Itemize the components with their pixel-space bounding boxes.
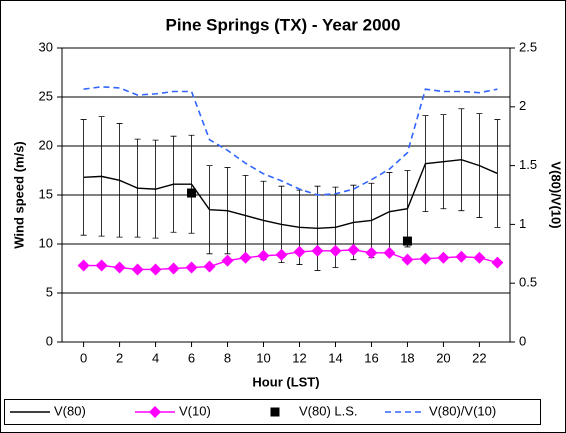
series-line <box>83 159 498 230</box>
diamond-marker <box>347 243 360 256</box>
x-tick-label: 16 <box>364 350 378 365</box>
error-bar <box>494 119 501 228</box>
legend-label: V(10) <box>179 403 211 418</box>
diamond-marker <box>131 263 144 276</box>
legend-label: V(80) <box>54 403 86 418</box>
diamond-marker <box>329 244 342 257</box>
y2-tick-label: 2.5 <box>519 39 537 54</box>
y2-tick-label: 0 <box>519 333 526 348</box>
x-tick-label: 2 <box>116 350 123 365</box>
x-tick-label: 20 <box>436 350 450 365</box>
diamond-marker <box>491 256 504 269</box>
legend-label: V(80)/V(10) <box>429 403 496 418</box>
x-tick-label: 22 <box>472 350 486 365</box>
y2-tick-label: 2 <box>519 98 526 113</box>
diamond-marker <box>203 260 216 273</box>
y2-tick-label: 0.5 <box>519 275 537 290</box>
diamond-marker <box>455 250 468 263</box>
diamond-marker <box>473 251 486 264</box>
diamond-marker <box>401 253 414 266</box>
diamond-marker <box>275 248 288 261</box>
y-tick-label: 10 <box>39 235 53 250</box>
diamond-marker <box>113 261 126 274</box>
x-tick-label: 0 <box>80 350 87 365</box>
y-axis-label: Wind speed (m/s) <box>11 141 26 249</box>
diamond-marker <box>95 259 108 272</box>
diamond-marker <box>221 254 234 267</box>
y2-tick-label: 1.5 <box>519 157 537 172</box>
y-tick-label: 5 <box>46 284 53 299</box>
x-axis-label: Hour (LST) <box>252 374 319 389</box>
y2-axis-label: V(80)/V(10) <box>549 161 564 228</box>
x-tick-label: 18 <box>400 350 414 365</box>
square-marker <box>187 188 197 198</box>
chart-title: Pine Springs (TX) - Year 2000 <box>166 15 401 34</box>
y2-tick-label: 1 <box>519 216 526 231</box>
y-tick-label: 25 <box>39 88 53 103</box>
diamond-marker <box>167 262 180 275</box>
diamond-marker <box>293 245 306 258</box>
legend-marker <box>270 407 280 417</box>
x-tick-label: 8 <box>224 350 231 365</box>
x-tick-label: 10 <box>256 350 270 365</box>
diamond-marker <box>365 246 378 259</box>
square-marker <box>402 236 412 246</box>
diamond-marker <box>383 246 396 259</box>
y-tick-label: 0 <box>46 333 53 348</box>
diamond-marker <box>419 252 432 265</box>
x-tick-label: 14 <box>328 350 342 365</box>
legend-marker <box>149 406 161 418</box>
y-tick-label: 15 <box>39 186 53 201</box>
diamond-marker <box>437 251 450 264</box>
series-line <box>83 86 498 196</box>
diamond-marker <box>239 251 252 264</box>
diamond-marker <box>185 261 198 274</box>
x-tick-label: 12 <box>292 350 306 365</box>
y-tick-label: 30 <box>39 39 53 54</box>
legend-label: V(80) L.S. <box>299 403 358 418</box>
x-tick-label: 6 <box>188 350 195 365</box>
diamond-marker <box>257 249 270 262</box>
diamond-marker <box>149 263 162 276</box>
x-tick-label: 4 <box>152 350 159 365</box>
diamond-marker <box>311 244 324 257</box>
y-tick-label: 20 <box>39 137 53 152</box>
diamond-marker <box>77 259 90 272</box>
